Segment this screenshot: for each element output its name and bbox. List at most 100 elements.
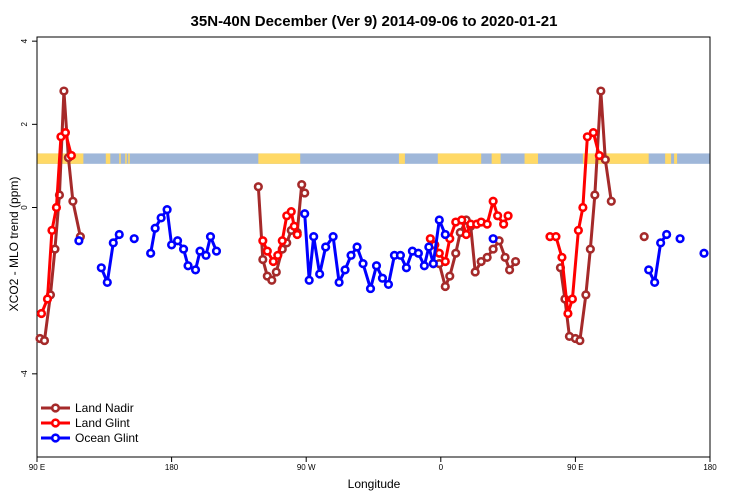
data-point-ocean_glint [650, 277, 660, 287]
data-point-land_glint [461, 229, 471, 240]
data-point-land_glint [289, 221, 299, 231]
data-point-ocean_glint [183, 261, 193, 271]
data-point-land_nadir [440, 281, 450, 292]
data-point-land_glint [573, 225, 583, 235]
data-point-ocean_glint [129, 234, 139, 244]
legend-label-ocean_glint: Ocean Glint [75, 431, 139, 445]
data-point-land_nadir [476, 256, 486, 267]
plot-frame [36, 36, 711, 458]
data-point-land_nadir [50, 244, 60, 254]
legend-label-land_nadir: Land Nadir [75, 401, 134, 415]
legend-label-land_glint: Land Glint [75, 416, 130, 430]
data-point-land_glint [273, 250, 283, 260]
y-tick-label: 4 [20, 38, 29, 43]
data-point-ocean_glint [102, 277, 112, 287]
data-point-land_nadir [271, 267, 281, 277]
data-point-land_nadir [510, 256, 521, 267]
data-point-ocean_glint [488, 234, 498, 244]
data-point-ocean_glint [662, 229, 672, 240]
data-point-ocean_glint [146, 248, 156, 258]
data-point-ocean_glint [156, 213, 166, 223]
y-axis-title: XCO2 - MLO trend (ppm) [7, 177, 21, 312]
band-land [491, 153, 501, 164]
data-point-land_nadir [482, 252, 492, 262]
data-point-land_nadir [68, 196, 78, 206]
legend-marker-ocean_glint [50, 433, 61, 443]
data-point-land_glint [594, 150, 604, 161]
data-point-land_nadir [297, 180, 307, 190]
data-point-ocean_glint [644, 265, 654, 275]
data-point-land_glint [51, 202, 62, 213]
data-point-land_nadir [504, 265, 515, 275]
data-point-ocean_glint [346, 250, 356, 260]
data-point-land_nadir [258, 254, 268, 265]
data-point-land_nadir [606, 196, 616, 206]
band-land [125, 153, 127, 164]
data-point-land_glint [440, 256, 450, 267]
series-line-ocean_glint [99, 233, 121, 284]
series-land_glint [36, 128, 604, 319]
data-point-land_glint [493, 211, 503, 221]
data-point-land_nadir [585, 244, 595, 254]
data-point-land_glint [262, 246, 272, 256]
data-point-land_glint [567, 294, 578, 304]
series-line-ocean_glint [647, 233, 668, 284]
data-point-land_nadir [500, 252, 510, 262]
series-ocean_glint [74, 204, 709, 294]
data-point-ocean_glint [304, 275, 314, 285]
data-point-land_glint [36, 308, 47, 319]
band-land [398, 153, 405, 164]
data-point-land_glint [60, 128, 71, 138]
band-land [128, 153, 130, 164]
x-tick-label: 180 [165, 463, 179, 472]
data-point-ocean_glint [172, 236, 183, 246]
band-land [105, 153, 111, 164]
data-point-land_glint [47, 225, 57, 235]
data-point-ocean_glint [309, 232, 319, 242]
data-point-land_glint [42, 294, 53, 304]
data-point-ocean_glint [108, 238, 118, 248]
data-point-ocean_glint [328, 232, 338, 242]
band-land [582, 153, 649, 164]
data-point-land_nadir [253, 182, 263, 192]
data-point-ocean_glint [205, 232, 216, 242]
data-point-ocean_glint [201, 250, 211, 260]
data-point-ocean_glint [114, 229, 124, 240]
data-point-ocean_glint [162, 204, 172, 215]
series-line-land_nadir [433, 218, 517, 289]
data-point-land_glint [588, 128, 598, 138]
series-land_nadir [35, 86, 649, 346]
data-point-ocean_glint [195, 246, 205, 256]
data-point-land_nadir [39, 335, 50, 346]
chart-title: 35N-40N December (Ver 9) 2014-09-06 to 2… [191, 13, 558, 30]
data-point-ocean_glint [365, 283, 376, 294]
data-point-land_glint [277, 236, 287, 246]
x-tick-label: 90 E [567, 463, 583, 472]
data-point-land_nadir [600, 155, 610, 165]
data-point-land_glint [292, 229, 302, 240]
data-point-land_nadir [639, 232, 649, 242]
data-point-land_nadir [590, 190, 600, 200]
data-point-land_glint [499, 219, 509, 229]
data-point-land_nadir [267, 275, 277, 285]
data-point-land_glint [551, 232, 561, 242]
legend-marker-land_glint [50, 418, 61, 428]
x-axis-title: Longitude [348, 477, 401, 491]
data-point-ocean_glint [74, 236, 84, 246]
data-point-land_nadir [59, 86, 69, 96]
y-tick-label: 2 [20, 122, 29, 127]
data-point-ocean_glint [413, 248, 423, 258]
band-land [674, 153, 678, 164]
data-point-land_nadir [488, 244, 498, 254]
data-point-land_glint [258, 236, 268, 246]
data-point-ocean_glint [300, 209, 310, 219]
data-point-land_nadir [445, 271, 455, 281]
data-point-ocean_glint [340, 265, 350, 275]
legend-marker-land_nadir [50, 403, 61, 413]
data-point-land_glint [563, 308, 573, 319]
band-land [665, 153, 672, 164]
band-land [524, 153, 539, 164]
data-point-land_glint [488, 196, 498, 206]
